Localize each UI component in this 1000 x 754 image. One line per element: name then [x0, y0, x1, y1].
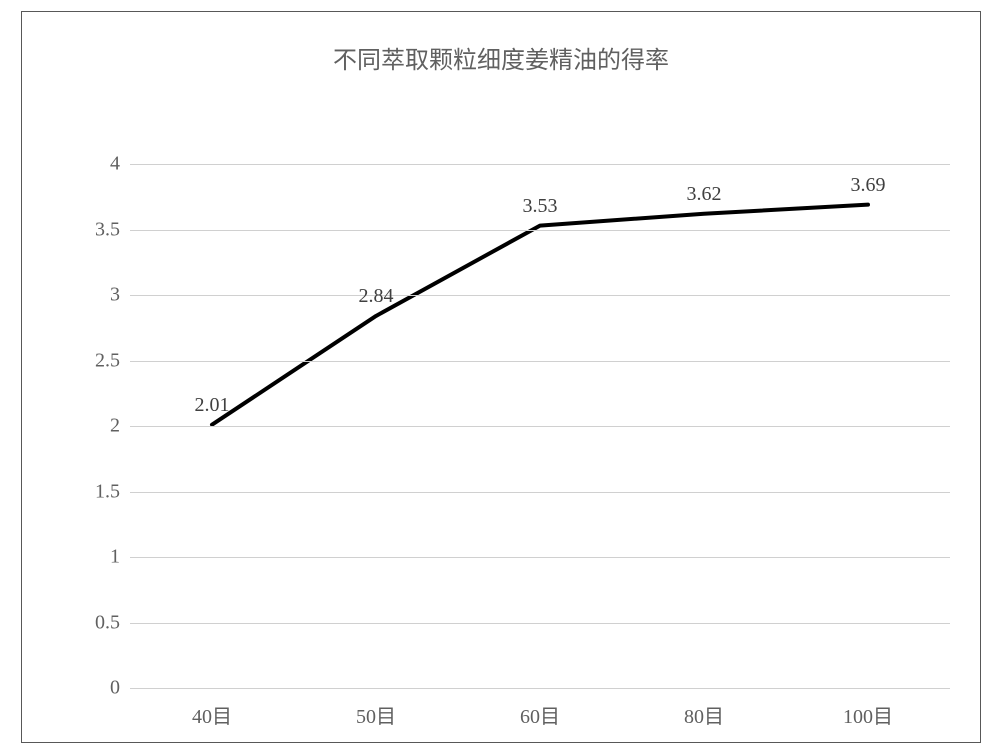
y-tick-label: 3.5 — [95, 218, 120, 241]
y-tick-label: 0 — [110, 677, 120, 700]
x-tick-label: 60目 — [520, 700, 560, 729]
y-gridline — [130, 492, 950, 493]
x-tick-label: 50目 — [356, 700, 396, 729]
y-tick-label: 0.5 — [95, 611, 120, 634]
x-tick-label: 100目 — [843, 700, 893, 729]
y-tick-label: 1 — [110, 546, 120, 569]
y-gridline — [130, 295, 950, 296]
y-gridline — [130, 426, 950, 427]
y-gridline — [130, 688, 950, 689]
y-tick-label: 2.5 — [95, 349, 120, 372]
plot-area: 00.511.522.533.5440目50目60目80目100目2.012.8… — [130, 164, 950, 688]
y-tick-label: 2 — [110, 415, 120, 438]
y-gridline — [130, 230, 950, 231]
y-gridline — [130, 623, 950, 624]
data-label: 2.01 — [195, 394, 230, 417]
y-gridline — [130, 361, 950, 362]
y-gridline — [130, 164, 950, 165]
y-tick-label: 3 — [110, 284, 120, 307]
y-tick-label: 4 — [110, 153, 120, 176]
data-label: 3.69 — [851, 174, 886, 197]
x-tick-label: 40目 — [192, 700, 232, 729]
data-label: 2.84 — [359, 285, 394, 308]
data-label: 3.62 — [687, 183, 722, 206]
y-tick-label: 1.5 — [95, 480, 120, 503]
y-gridline — [130, 557, 950, 558]
data-label: 3.53 — [523, 195, 558, 218]
chart-title: 不同萃取颗粒细度姜精油的得率 — [22, 40, 980, 75]
chart-frame: 不同萃取颗粒细度姜精油的得率 00.511.522.533.5440目50目60… — [21, 11, 981, 743]
x-tick-label: 80目 — [684, 700, 724, 729]
